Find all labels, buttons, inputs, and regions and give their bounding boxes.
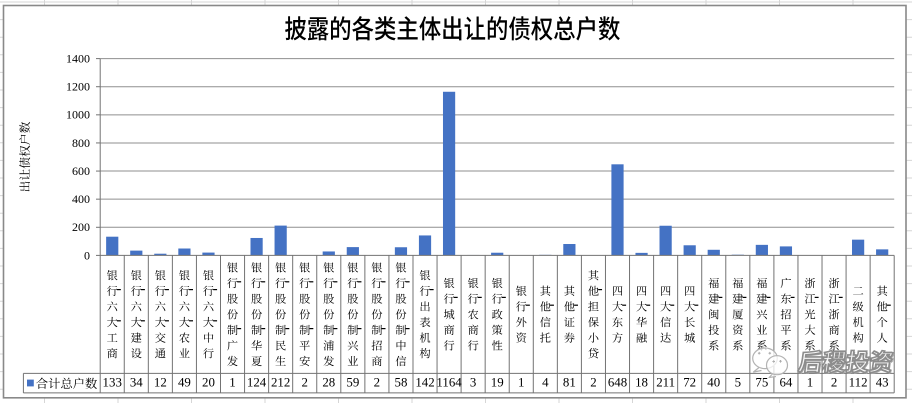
- svg-text:59: 59: [346, 375, 359, 389]
- svg-text:81: 81: [563, 375, 576, 389]
- svg-text:4: 4: [542, 375, 549, 389]
- svg-text:18: 18: [635, 375, 648, 389]
- svg-text:800: 800: [72, 136, 90, 150]
- svg-text:12: 12: [154, 375, 167, 389]
- svg-text:1200: 1200: [66, 80, 90, 94]
- svg-text:1400: 1400: [66, 52, 90, 66]
- svg-text:600: 600: [72, 164, 90, 178]
- svg-text:112: 112: [849, 375, 868, 389]
- svg-text:142: 142: [415, 375, 434, 389]
- svg-text:72: 72: [683, 375, 696, 389]
- svg-text:75: 75: [755, 375, 768, 389]
- svg-text:1000: 1000: [66, 108, 90, 122]
- svg-text:2: 2: [301, 375, 307, 389]
- svg-text:211: 211: [656, 375, 675, 389]
- svg-text:124: 124: [247, 375, 267, 389]
- svg-text:34: 34: [130, 375, 143, 389]
- svg-text:2: 2: [374, 375, 380, 389]
- svg-text:1164: 1164: [436, 375, 462, 389]
- svg-text:43: 43: [876, 375, 889, 389]
- svg-text:200: 200: [72, 220, 90, 234]
- svg-text:2: 2: [831, 375, 837, 389]
- svg-text:0: 0: [84, 248, 90, 262]
- svg-text:1: 1: [518, 375, 524, 389]
- svg-text:5: 5: [735, 375, 741, 389]
- svg-text:64: 64: [779, 375, 792, 389]
- svg-text:19: 19: [491, 375, 504, 389]
- svg-text:3: 3: [470, 375, 476, 389]
- svg-text:400: 400: [72, 192, 90, 206]
- svg-text:49: 49: [178, 375, 191, 389]
- svg-text:1: 1: [807, 375, 813, 389]
- svg-text:58: 58: [395, 375, 408, 389]
- svg-text:20: 20: [202, 375, 215, 389]
- svg-text:133: 133: [103, 375, 122, 389]
- svg-text:1: 1: [229, 375, 235, 389]
- svg-text:648: 648: [608, 375, 627, 389]
- svg-text:212: 212: [271, 375, 290, 389]
- svg-text:28: 28: [322, 375, 335, 389]
- svg-text:2: 2: [590, 375, 596, 389]
- svg-text:40: 40: [707, 375, 720, 389]
